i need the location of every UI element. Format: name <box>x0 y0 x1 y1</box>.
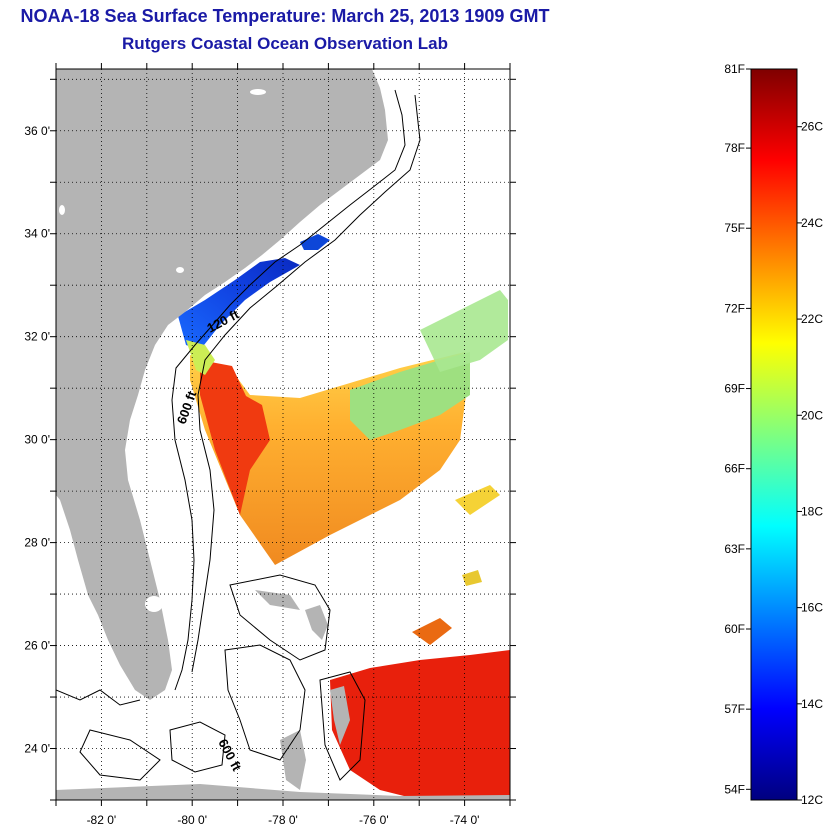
colorbar-fahrenheit-labels: 81F 78F 75F 72F 69F 66F 63F 60F 57F 54F <box>724 62 751 796</box>
land-mainland <box>56 69 388 700</box>
contour-bahamas-1 <box>229 574 331 661</box>
lon-tick-label: -82 0' <box>87 813 117 827</box>
colorbar-f-label: 75F <box>724 221 745 235</box>
colorbar-celsius-labels: 26C 24C 22C 20C 18C 16C 14C 12C <box>797 120 823 807</box>
frame-ticks <box>50 63 516 806</box>
sst-swath-green-east <box>420 290 508 372</box>
colorbar-c-label: 12C <box>801 793 823 807</box>
sst-patch-orange <box>412 618 452 645</box>
colorbar-c-label: 22C <box>801 312 823 326</box>
lon-tick-label: -76 0' <box>359 813 389 827</box>
colorbar-f-label: 81F <box>724 62 745 76</box>
lat-tick-label: 30 0' <box>24 433 50 447</box>
colorbar-f-label: 78F <box>724 141 745 155</box>
land-bahamas-grand <box>255 590 300 610</box>
colorbar: 81F 78F 75F 72F 69F 66F 63F 60F 57F 54F 26C 24C 22C… <box>724 62 823 807</box>
colorbar-c-label: 18C <box>801 504 823 518</box>
sst-swath-green <box>350 352 470 440</box>
colorbar-f-label: 60F <box>724 622 745 636</box>
colorbar-c-label: 26C <box>801 120 823 134</box>
map-title: NOAA-18 Sea Surface Temperature: March 2… <box>20 6 550 26</box>
contour-keys <box>79 729 161 781</box>
colorbar-f-label: 63F <box>724 542 745 556</box>
sst-cold-patch <box>300 234 330 250</box>
contour-bahamas-3 <box>169 721 226 773</box>
colorbar-c-label: 24C <box>801 216 823 230</box>
bathymetry-contours <box>56 89 421 781</box>
sst-swath-cold <box>178 258 300 350</box>
land <box>56 69 510 800</box>
lat-tick-label: 28 0' <box>24 536 50 550</box>
colorbar-f-label: 72F <box>724 301 745 315</box>
colorbar-c-label: 14C <box>801 697 823 711</box>
colorbar-f-label: 57F <box>724 702 745 716</box>
lake-north-3 <box>59 205 65 215</box>
sst-patch-yellow-2 <box>462 570 482 586</box>
lakes <box>59 89 266 612</box>
lat-tick-label: 34 0' <box>24 227 50 241</box>
land-bahamas-abaco <box>305 605 328 640</box>
colorbar-f-label: 54F <box>724 782 745 796</box>
lake-okeechobee <box>145 596 163 612</box>
lon-tick-label: -74 0' <box>450 813 480 827</box>
lat-tick-label: 26 0' <box>24 639 50 653</box>
colorbar-c-label: 16C <box>801 601 823 615</box>
lat-tick-label: 36 0' <box>24 124 50 138</box>
sst-swath-transition <box>186 340 215 375</box>
contour-600ft <box>191 94 421 673</box>
land-bahamas-andros <box>280 730 306 790</box>
lat-labels: 36 0' 34 0' 32 0' 30 0' 28 0' 26 0' 24 0' <box>24 124 50 756</box>
sst-gulf-stream <box>330 650 510 800</box>
lat-tick-label: 24 0' <box>24 742 50 756</box>
colorbar-gradient <box>750 68 798 801</box>
land-bahamas-cuba <box>56 784 510 800</box>
sst-patch-yellow <box>455 485 500 515</box>
colorbar-c-label: 20C <box>801 408 823 422</box>
contour-120ft <box>171 89 406 691</box>
sst-swath-warm-edge <box>200 360 270 515</box>
lake-north-2 <box>176 267 184 273</box>
contour-bahamas-4 <box>319 671 366 781</box>
land-bahamas-eleuthera <box>330 686 350 745</box>
lon-labels: -82 0' -80 0' -78 0' -76 0' -74 0' <box>87 813 480 827</box>
lon-tick-label: -78 0' <box>268 813 298 827</box>
contour-bahamas-2 <box>224 644 306 761</box>
colorbar-f-label: 66F <box>724 462 745 476</box>
sst-swaths <box>178 234 510 800</box>
lon-tick-label: -80 0' <box>177 813 207 827</box>
colorbar-f-label: 69F <box>724 382 745 396</box>
lat-tick-label: 32 0' <box>24 330 50 344</box>
lake-north-1 <box>250 89 266 95</box>
map-subtitle: Rutgers Coastal Ocean Observation Lab <box>122 34 448 53</box>
